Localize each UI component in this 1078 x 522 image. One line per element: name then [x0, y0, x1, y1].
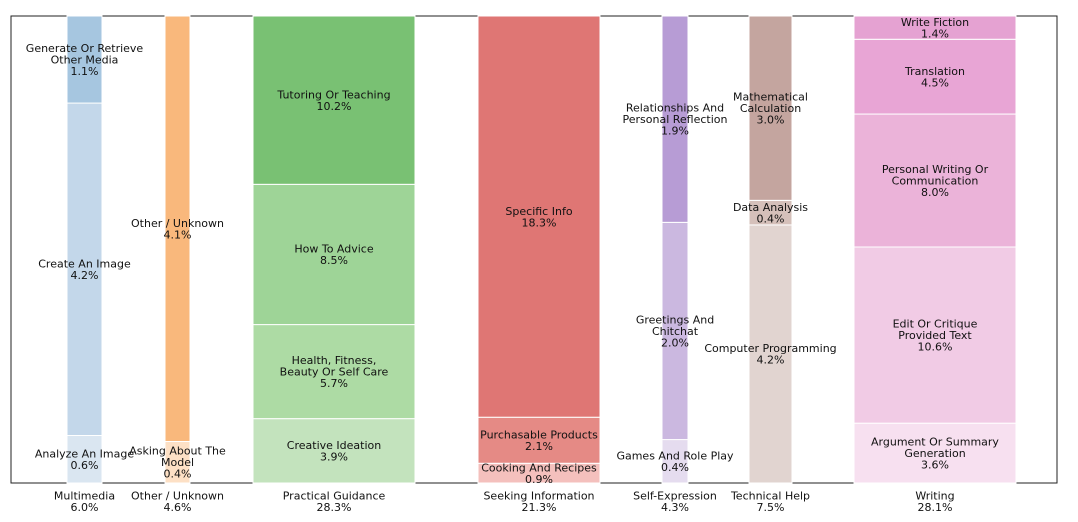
bar-segment-data-analysis: [748, 199, 793, 226]
segment-label-edit-or-critique-provided-text: Edit Or Critique Provided Text 10.6%: [893, 318, 978, 354]
segment-label-health-fitness-beauty-or-self-care: Health, Fitness, Beauty Or Self Care 5.7%: [280, 354, 389, 390]
bar-segment-write-fiction: [853, 15, 1017, 40]
segment-label-write-fiction: Write Fiction 1.4%: [901, 16, 969, 41]
segment-label-tutoring-or-teaching: Tutoring Or Teaching 10.2%: [276, 88, 390, 113]
segment-label-games-and-role-play: Games And Role Play 0.4%: [616, 450, 734, 475]
category-label-seeking-information: Seeking Information 21.3%: [483, 489, 594, 514]
segment-label-specific-info: Specific Info 18.3%: [505, 205, 572, 230]
bar-segment-creative-ideation: [252, 418, 416, 484]
segment-label-mathematical-calculation: Mathematical Calculation 3.0%: [733, 91, 808, 127]
bar-segment-computer-programming: [748, 224, 793, 484]
segment-label-cooking-and-recipes: Cooking And Recipes 0.9%: [481, 461, 597, 486]
bar-segment-tutoring-or-teaching: [252, 15, 416, 185]
bar-segment-purchasable-products: [477, 416, 601, 464]
segment-label-data-analysis: Data Analysis 0.4%: [733, 201, 808, 226]
bar-segment-create-an-image: [66, 102, 103, 437]
bar-segment-other-unknown: [164, 15, 191, 442]
category-label-practical-guidance: Practical Guidance 28.3%: [283, 489, 386, 514]
bar-segment-generate-or-retrieve-other-media: [66, 15, 103, 104]
segment-label-argument-or-summary-generation: Argument Or Summary Generation 3.6%: [871, 436, 999, 472]
segment-label-generate-or-retrieve-other-media: Generate Or Retrieve Other Media 1.1%: [26, 42, 144, 78]
bar-segment-relationships-and-personal-reflection: [661, 15, 689, 223]
category-label-technical-help: Technical Help 7.5%: [730, 489, 810, 514]
segment-label-asking-about-the-model: Asking About The Model 0.4%: [129, 445, 226, 481]
bar-segment-health-fitness-beauty-or-self-care: [252, 324, 416, 420]
segment-labels-layer: Analyze An Image 0.6% Create An Image 4.2% G…: [26, 16, 1000, 486]
segment-label-create-an-image: Create An Image 4.2%: [38, 258, 131, 283]
category-labels-layer: Multimedia 6.0% Other / Unknown 4.6% Practic…: [54, 489, 955, 514]
segment-label-relationships-and-personal-reflection: Relationships And Personal Reflection 1.9%: [623, 102, 728, 138]
bar-segment-argument-or-summary-generation: [853, 422, 1017, 484]
category-label-other-unknown: Other / Unknown 4.6%: [131, 489, 224, 514]
segment-label-analyze-an-image: Analyze An Image 0.6%: [35, 448, 135, 473]
category-label-self-expression: Self-Expression 4.3%: [633, 489, 717, 514]
bars-layer: [66, 15, 1017, 484]
bar-segment-mathematical-calculation: [748, 15, 793, 201]
bar-segment-how-to-advice: [252, 183, 416, 326]
segment-label-how-to-advice: How To Advice 8.5%: [294, 243, 373, 268]
category-label-multimedia: Multimedia 6.0%: [54, 489, 115, 514]
bar-segment-edit-or-critique-provided-text: [853, 246, 1017, 424]
segment-label-creative-ideation: Creative Ideation 3.9%: [287, 439, 381, 464]
segment-label-translation: Translation 4.5%: [904, 65, 965, 90]
segment-label-other-unknown: Other / Unknown 4.1%: [131, 217, 224, 242]
bar-segment-personal-writing-or-communication: [853, 113, 1017, 248]
bar-segment-games-and-role-play: [661, 439, 689, 484]
bar-segment-specific-info: [477, 15, 601, 418]
segment-label-personal-writing-or-communication: Personal Writing Or Communication 8.0%: [882, 163, 989, 199]
segment-label-purchasable-products: Purchasable Products 2.1%: [480, 428, 598, 453]
segment-label-greetings-and-chitchat: Greetings And Chitchat 2.0%: [636, 313, 714, 349]
segment-label-computer-programming: Computer Programming 4.2%: [704, 342, 836, 367]
category-label-writing: Writing 28.1%: [915, 489, 954, 514]
